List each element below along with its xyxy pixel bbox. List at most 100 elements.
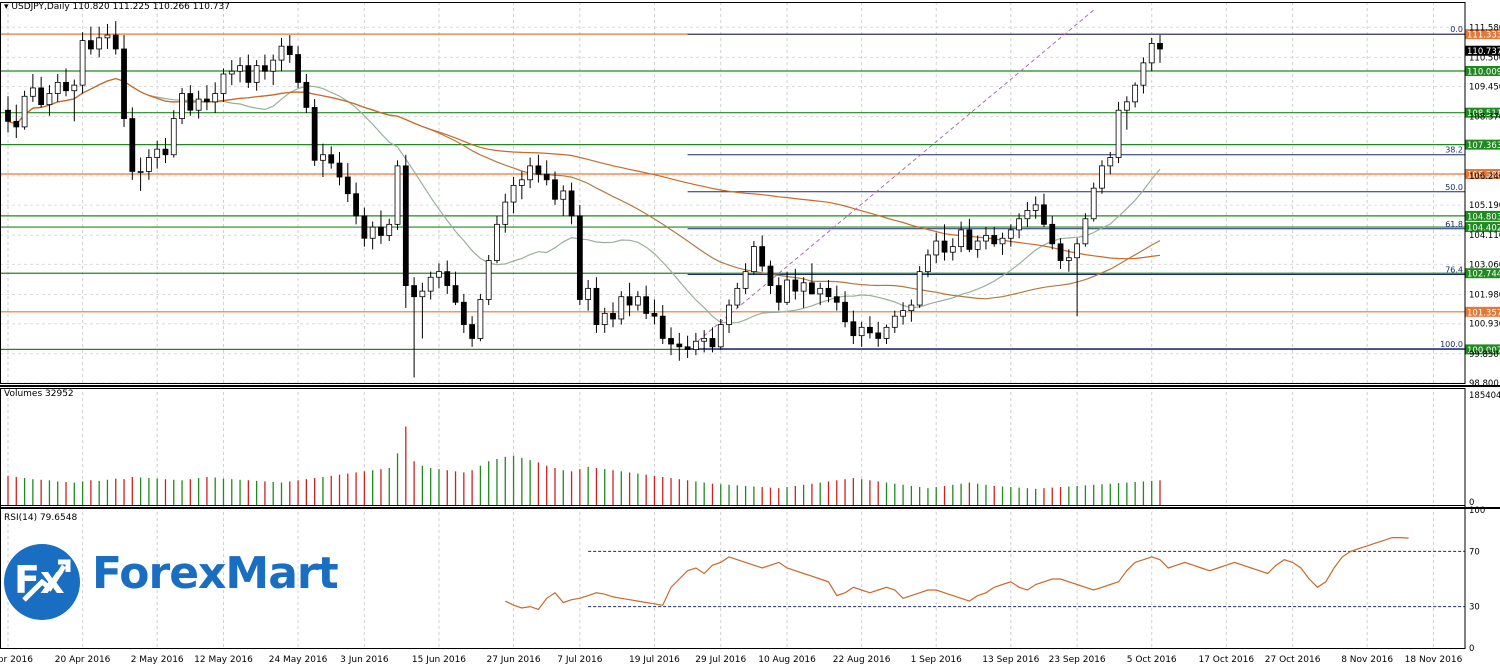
- candle-body: [510, 184, 517, 203]
- chart-grid: [0, 2, 1465, 648]
- candle-body: [460, 301, 467, 325]
- level-price-label: 104.402: [1467, 224, 1500, 234]
- candle-body: [925, 254, 931, 273]
- candle-body: [576, 215, 583, 300]
- candle-body: [809, 282, 815, 295]
- candle-body: [212, 93, 219, 103]
- candle-body: [1032, 204, 1039, 211]
- candle-body: [717, 324, 724, 348]
- level-price-label: 106.308: [1467, 171, 1500, 181]
- candle-body: [668, 338, 674, 345]
- candle-body: [353, 193, 359, 217]
- candle-body: [643, 296, 650, 314]
- level-price-label: 100.007: [1467, 346, 1500, 356]
- candle-body: [734, 287, 741, 306]
- level-price-box: [1465, 107, 1500, 118]
- candle-body: [999, 237, 1006, 245]
- candle-body: [29, 87, 36, 97]
- candle-body: [1041, 204, 1047, 225]
- candle-body: [286, 45, 293, 55]
- candle-body: [344, 176, 351, 195]
- panel-frame: [0, 388, 1466, 506]
- candle-body: [328, 154, 335, 164]
- candle-body: [336, 162, 343, 178]
- price-tick-label: 110.500: [1469, 53, 1500, 63]
- date-tick-label: 20 Apr 2016: [55, 655, 111, 665]
- date-tick-label: 27 Oct 2016: [1265, 655, 1321, 665]
- candle-body: [187, 93, 194, 111]
- date-tick-label: 1 Sep 2016: [911, 655, 963, 665]
- level-price-box: [1465, 306, 1500, 317]
- ohlc-label: 110.820 111.225 110.266 110.737: [72, 2, 230, 12]
- candle-body: [908, 304, 915, 312]
- fib-label: 76.4: [1445, 265, 1463, 274]
- candle-body: [38, 87, 45, 106]
- date-tick-label: 8 Apr 2016: [0, 655, 33, 665]
- candle-body: [1049, 223, 1056, 245]
- candle-body: [195, 98, 202, 111]
- date-tick-label: 3 Jun 2016: [340, 655, 389, 665]
- date-tick-label: 5 Oct 2016: [1127, 655, 1177, 665]
- candle-body: [253, 65, 260, 83]
- date-tick-label: 7 Jul 2016: [557, 655, 602, 665]
- candle-body: [767, 265, 774, 286]
- level-price-box: [1465, 169, 1500, 180]
- candle-body: [402, 165, 409, 286]
- candle-body: [436, 271, 442, 278]
- candle-body: [883, 326, 890, 339]
- date-tick-label: 29 Jul 2016: [695, 655, 746, 665]
- candle-body: [278, 45, 285, 61]
- candle-body: [1090, 187, 1097, 220]
- level-price-label: 108.511: [1467, 109, 1500, 119]
- candle-body: [1148, 43, 1155, 64]
- candle-body: [427, 276, 434, 292]
- candle-body: [593, 287, 600, 325]
- current-price-label: 110.737: [1467, 47, 1500, 57]
- candle-body: [1099, 165, 1105, 189]
- candle-body: [444, 271, 451, 286]
- panel-frame: [0, 2, 1466, 384]
- fib-label: 100.0: [1440, 340, 1463, 349]
- price-tick-label: 105.190: [1469, 201, 1500, 211]
- volume-title: Volumes 32952: [4, 389, 74, 399]
- candle-body: [87, 40, 94, 50]
- candle-body: [676, 343, 683, 348]
- logo-text: ForexMart: [92, 548, 339, 599]
- price-tick-label: 99.850: [1469, 350, 1499, 360]
- candle-body: [775, 285, 782, 303]
- candle-body: [63, 81, 69, 92]
- candle-body: [560, 190, 567, 200]
- candle-body: [1107, 157, 1114, 167]
- rsi-line: [505, 537, 1409, 611]
- candle-body: [933, 240, 940, 256]
- symbol-header: ▾ USDJPY,Daily 110.820 111.225 110.266 1…: [4, 2, 230, 12]
- candle-body: [784, 279, 790, 303]
- candle-body: [792, 279, 799, 292]
- volume-tick-label: 185404: [1469, 391, 1500, 401]
- candle-body: [179, 93, 185, 119]
- level-price-label: 101.357: [1467, 308, 1500, 318]
- candle-body: [709, 338, 716, 348]
- candle-body: [684, 346, 691, 350]
- price-tick-label: 108.370: [1469, 113, 1500, 123]
- candle-body: [1074, 243, 1081, 259]
- dropdown-triangle-icon[interactable]: ▾: [4, 2, 9, 12]
- candle-body: [146, 157, 152, 172]
- candle-body: [833, 296, 840, 303]
- candle-body: [1140, 62, 1147, 86]
- level-price-label: 104.803: [1467, 212, 1500, 222]
- level-price-label: 107.363: [1467, 141, 1500, 151]
- candle-body: [651, 313, 658, 317]
- candle-body: [129, 118, 136, 172]
- candle-body: [742, 271, 749, 289]
- volume-bars: [7, 426, 1161, 505]
- rsi-tick-label: 70: [1469, 547, 1480, 557]
- candle-body: [751, 246, 757, 273]
- candle-body: [237, 65, 243, 72]
- candle-body: [361, 215, 368, 239]
- price-tick-label: 109.450: [1469, 83, 1500, 93]
- level-price-box: [1465, 268, 1500, 279]
- level-price-box: [1465, 65, 1500, 76]
